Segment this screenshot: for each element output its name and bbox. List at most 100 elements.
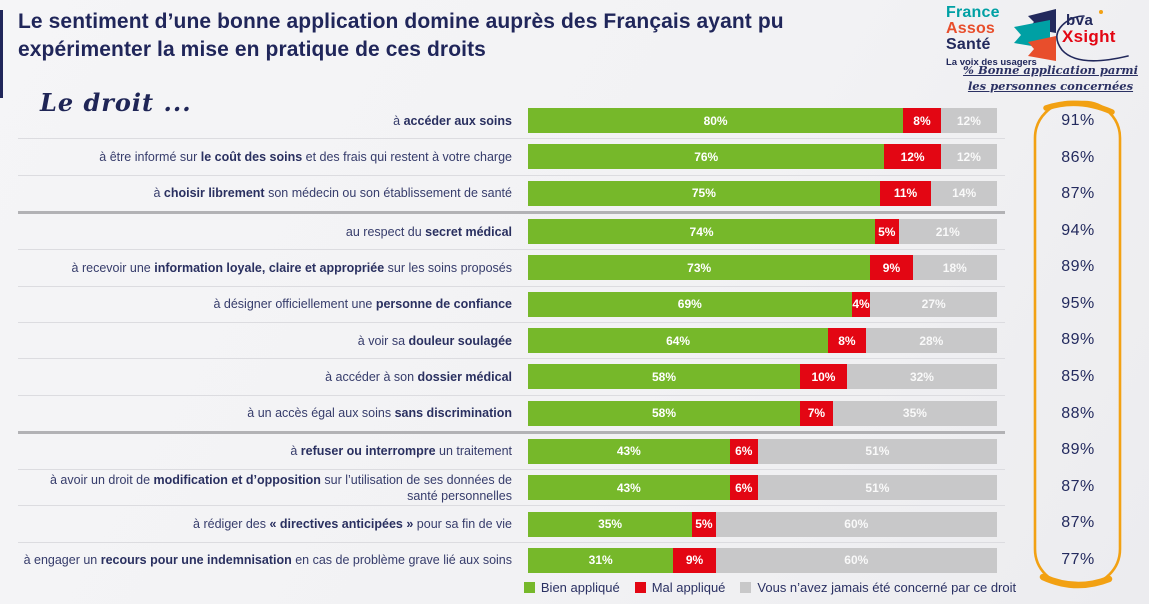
bar-value-label: 58% — [651, 369, 677, 384]
bar-segment-mal-applique: 9% — [673, 547, 716, 573]
bar-segment-mal-applique: 5% — [875, 219, 899, 245]
bar-value-label: 51% — [865, 480, 890, 495]
bar-segment-jamais-concerne: 28% — [865, 328, 997, 354]
bar-value-label: 80% — [703, 113, 728, 128]
fas-logo-line-assos: Assos — [946, 20, 996, 37]
bar-segment-mal-applique: 6% — [729, 438, 758, 464]
bar-value-label: 51% — [865, 444, 890, 459]
bar-value-label: 6% — [735, 480, 753, 495]
bar-value-label: 76% — [694, 149, 719, 164]
chart-row: à accéder à son dossier médical 58% 10% 32% — [18, 359, 1005, 396]
bar-segment-jamais-concerne: 12% — [940, 108, 997, 134]
bar-value-label: 5% — [695, 517, 713, 532]
bar-segment-bien-applique: 75% — [528, 180, 880, 206]
bar-value-label: 35% — [598, 517, 623, 532]
right-column-value: 77% — [1061, 550, 1095, 568]
bar-value-label: 8% — [913, 113, 931, 128]
bar-segment-mal-applique: 8% — [828, 328, 866, 354]
france-assos-sante-logo: France Assos Santé La voix des usagers — [946, 4, 1056, 68]
right-column-value: 89% — [1061, 331, 1095, 349]
bar-segment-mal-applique: 5% — [692, 511, 716, 537]
bar-value-label: 75% — [691, 186, 716, 201]
bar-segment-mal-applique: 8% — [903, 108, 941, 134]
bar-value-label: 6% — [735, 444, 753, 459]
row-label: à refuser ou interrompre un traitement — [290, 444, 512, 459]
bar-segment-mal-applique: 4% — [851, 291, 871, 317]
bar-segment-mal-applique: 10% — [800, 364, 847, 390]
right-column-value: 95% — [1061, 294, 1095, 312]
legend-label: Bien appliqué — [540, 580, 620, 595]
legend-item: Bien appliqué — [523, 580, 620, 595]
bar-value-label: 31% — [588, 553, 613, 568]
legend-item: Mal appliqué — [634, 580, 726, 595]
bar-segment-mal-applique: 6% — [729, 475, 758, 501]
bar-value-label: 28% — [919, 333, 944, 348]
stacked-bar: 31% 9% 60% — [528, 547, 997, 573]
right-column-value: 89% — [1061, 441, 1095, 459]
bva-logo-text: bva — [1066, 12, 1094, 29]
bar-segment-jamais-concerne: 60% — [715, 511, 998, 537]
bar-segment-bien-applique: 31% — [528, 547, 674, 573]
row-label: au respect du secret médical — [345, 224, 512, 239]
bar-value-label: 21% — [935, 224, 960, 239]
bar-segment-bien-applique: 58% — [528, 400, 801, 426]
bar-segment-bien-applique: 43% — [528, 475, 730, 501]
bva-logo-arc-icon — [1056, 15, 1129, 62]
right-column-value: 87% — [1061, 185, 1095, 203]
stacked-bar: 73% 9% 18% — [528, 255, 997, 281]
chart-row: à recevoir une information loyale, clair… — [18, 250, 1005, 287]
stacked-bar: 58% 7% 35% — [528, 400, 997, 426]
highlight-oval-icon — [1033, 100, 1122, 589]
right-column-value: 87% — [1061, 514, 1095, 532]
bar-segment-jamais-concerne: 51% — [757, 475, 997, 501]
bar-segment-mal-applique: 11% — [879, 180, 932, 206]
legend-label: Mal appliqué — [651, 580, 726, 595]
right-column-value: 85% — [1061, 367, 1095, 385]
row-label: à choisir librement son médecin ou son é… — [153, 186, 512, 201]
bar-value-label: 9% — [882, 260, 901, 275]
bar-value-label: 74% — [689, 224, 714, 239]
right-column-value: 88% — [1061, 404, 1095, 422]
bar-value-label: 10% — [811, 369, 836, 384]
row-axis-title: Le droit ... — [40, 88, 192, 117]
stacked-bar: 43% 6% 51% — [528, 438, 997, 464]
bar-segment-jamais-concerne: 35% — [832, 400, 997, 426]
chart-row: au respect du secret médical 74% 5% 21% — [18, 214, 1005, 251]
bar-value-label: 4% — [852, 297, 870, 312]
right-column-value: 86% — [1061, 148, 1095, 166]
bar-value-label: 64% — [666, 333, 691, 348]
chart-row: à engager un recours pour une indemnisat… — [18, 543, 1005, 578]
row-label: à rédiger des « directives anticipées » … — [193, 517, 512, 532]
bar-segment-mal-applique: 12% — [884, 144, 941, 170]
chart-row: à choisir librement son médecin ou son é… — [18, 176, 1005, 214]
right-column-note-line2: les personnes concernées — [967, 78, 1134, 93]
chart-row: à accéder aux soins 80% 8% 12% — [18, 103, 1005, 140]
chart-rows: à accéder aux soins 80% 8% 12% à être inform… — [18, 103, 1005, 578]
bar-segment-bien-applique: 35% — [528, 511, 693, 537]
right-column-value: 91% — [1061, 112, 1095, 130]
bar-segment-bien-applique: 74% — [528, 219, 876, 245]
bar-segment-mal-applique: 7% — [800, 400, 833, 426]
bar-value-label: 35% — [902, 406, 927, 421]
bar-segment-jamais-concerne: 51% — [757, 438, 997, 464]
fas-logo-tagline: La voix des usagers — [946, 57, 1037, 68]
bar-value-label: 12% — [900, 149, 925, 164]
legend-swatch-icon — [740, 582, 752, 593]
right-column-value: 87% — [1061, 477, 1095, 495]
row-label: à recevoir une information loyale, clair… — [71, 260, 512, 275]
bar-segment-jamais-concerne: 60% — [715, 547, 997, 573]
bar-value-label: 32% — [909, 369, 934, 384]
row-label: à avoir un droit de modification et d’op… — [50, 472, 512, 503]
right-column-note: % Bonne application parmi les personnes … — [958, 63, 1143, 94]
fas-logo-line-france: France — [946, 4, 1000, 21]
bar-segment-bien-applique: 69% — [528, 291, 852, 317]
stacked-bar: 58% 10% 32% — [528, 364, 997, 390]
fas-logo-line-sante: Santé — [946, 36, 991, 53]
chart-row: à rédiger des « directives anticipées » … — [18, 506, 1005, 543]
chart-row: à avoir un droit de modification et d’op… — [18, 470, 1005, 507]
bar-segment-jamais-concerne: 27% — [870, 291, 997, 317]
chart-row: à être informé sur le coût des soins et … — [18, 139, 1005, 176]
bar-value-label: 12% — [956, 113, 981, 128]
stacked-bar: 75% 11% 14% — [528, 180, 997, 206]
bar-segment-bien-applique: 76% — [528, 144, 885, 170]
